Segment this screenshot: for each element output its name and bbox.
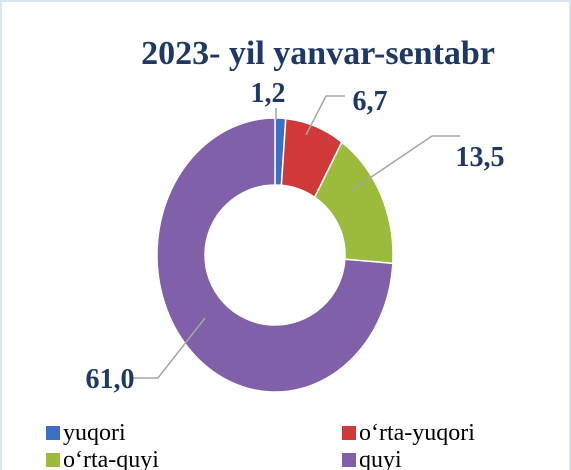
legend-label: quyi bbox=[359, 447, 402, 470]
data-label: 13,5 bbox=[456, 142, 505, 173]
data-label: 61,0 bbox=[86, 364, 135, 395]
legend-label: o‘rta-quyi bbox=[63, 447, 159, 470]
legend-label: o‘rta-yuqori bbox=[359, 420, 475, 446]
chart-title: 2023- yil yanvar-sentabr bbox=[141, 35, 495, 72]
legend-label: yuqori bbox=[63, 420, 126, 446]
legend-swatch bbox=[46, 426, 60, 440]
leader-line bbox=[130, 317, 206, 379]
legend-swatch bbox=[342, 426, 356, 440]
donut-slice bbox=[156, 117, 394, 393]
legend-swatch bbox=[342, 453, 356, 467]
legend-swatch bbox=[46, 453, 60, 467]
leader-line bbox=[305, 95, 345, 136]
data-label: 6,7 bbox=[353, 86, 388, 117]
leader-line bbox=[351, 135, 460, 191]
data-label: 1,2 bbox=[251, 78, 286, 109]
